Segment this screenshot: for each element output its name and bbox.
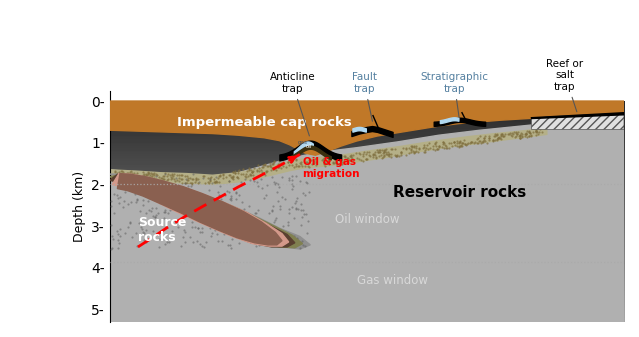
Text: Reservoir rocks: Reservoir rocks (392, 185, 526, 200)
Polygon shape (532, 114, 624, 129)
Polygon shape (118, 174, 282, 245)
Polygon shape (532, 113, 624, 119)
Text: Stratigraphic
trap: Stratigraphic trap (420, 72, 488, 117)
Text: Oil & gas
migration: Oil & gas migration (302, 157, 360, 179)
Text: Gas window: Gas window (357, 274, 428, 287)
Polygon shape (110, 175, 295, 247)
Text: Source
rocks: Source rocks (138, 216, 187, 244)
Text: oil: oil (306, 144, 312, 149)
Text: Oil window: Oil window (335, 213, 399, 226)
Text: Impermeable cap rocks: Impermeable cap rocks (176, 116, 351, 129)
Polygon shape (110, 101, 624, 155)
Polygon shape (110, 175, 302, 248)
Text: Fault
trap: Fault trap (351, 72, 377, 121)
Polygon shape (110, 128, 547, 184)
Text: Reef or
salt
trap: Reef or salt trap (546, 59, 583, 112)
Polygon shape (110, 174, 311, 249)
Y-axis label: Depth (km): Depth (km) (72, 171, 86, 242)
Polygon shape (110, 116, 624, 322)
Text: gas: gas (298, 140, 308, 145)
Text: Anticline
trap: Anticline trap (270, 72, 315, 136)
Polygon shape (112, 174, 289, 246)
